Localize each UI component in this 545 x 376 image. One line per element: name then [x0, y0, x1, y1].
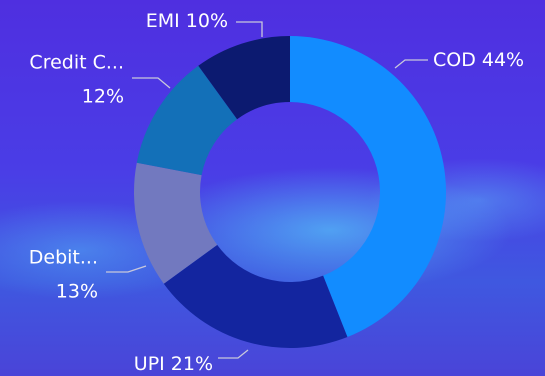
category-label: Credit C... [29, 52, 124, 74]
value-label: 12% [82, 86, 124, 108]
slice [134, 162, 218, 284]
leader-line [236, 21, 263, 37]
slice [136, 65, 238, 176]
data-label: UPI 21% [134, 353, 213, 375]
leader-line [394, 59, 428, 69]
category-label: UPI [134, 353, 165, 375]
leader-line [106, 265, 147, 273]
slice [290, 36, 447, 338]
value-label: 44% [482, 49, 524, 71]
category-label: COD [433, 49, 476, 71]
value-label: 21% [171, 353, 213, 375]
slice [163, 244, 348, 348]
category-label: Debit... [29, 247, 98, 269]
leader-line [218, 349, 249, 359]
data-label: EMI 10% [146, 10, 228, 32]
value-label: 10% [186, 10, 228, 32]
data-label: COD 44% [433, 49, 524, 71]
category-label: EMI [146, 10, 180, 32]
value-label: 13% [56, 281, 98, 303]
leader-line [132, 77, 171, 89]
slice [198, 36, 290, 120]
